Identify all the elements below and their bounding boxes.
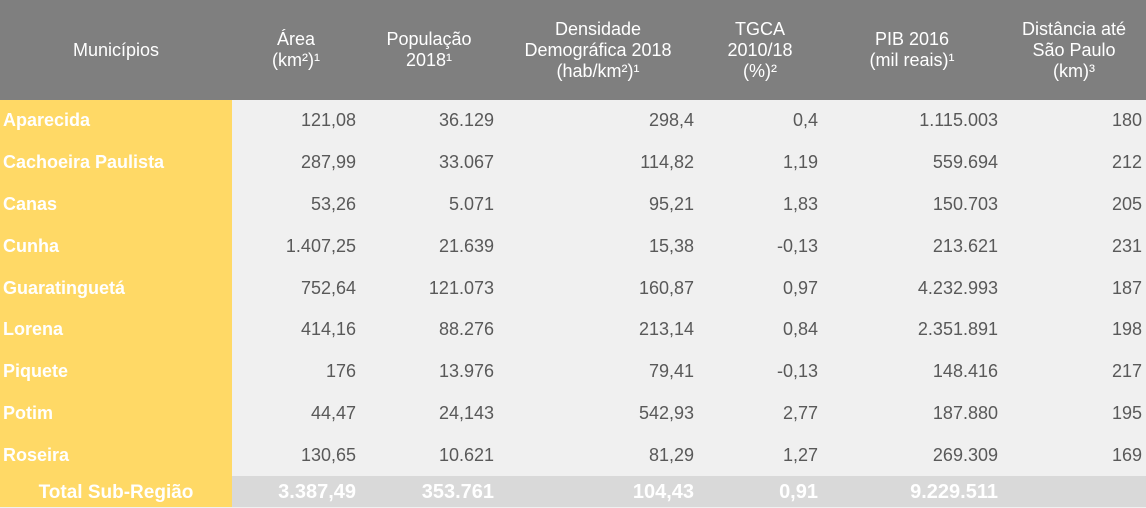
total-pib-cell: 9.229.511 <box>822 476 1002 508</box>
densidade-cell: 542,93 <box>498 392 698 435</box>
table-row: Canas 53,26 5.071 95,21 1,83 150.703 205 <box>0 183 1146 226</box>
pib-cell: 269.309 <box>822 434 1002 477</box>
populacao-cell: 10.621 <box>360 434 498 477</box>
densidade-cell: 95,21 <box>498 183 698 226</box>
municipio-name: Cachoeira Paulista <box>0 141 232 184</box>
tgca-cell: 0,4 <box>698 100 822 142</box>
municipio-name: Guaratinguetá <box>0 267 232 309</box>
pib-cell: 150.703 <box>822 183 1002 226</box>
tgca-cell: 0,97 <box>698 267 822 309</box>
header-area: Área (km²)¹ <box>272 29 320 70</box>
distancia-cell: 231 <box>1002 225 1146 268</box>
populacao-cell: 5.071 <box>360 183 498 226</box>
populacao-cell: 33.067 <box>360 141 498 184</box>
densidade-cell: 15,38 <box>498 225 698 268</box>
populacao-cell: 88.276 <box>360 308 498 351</box>
total-area-cell: 3.387,49 <box>232 476 360 508</box>
tgca-cell: 1,83 <box>698 183 822 226</box>
area-cell: 1.407,25 <box>232 225 360 268</box>
populacao-cell: 36.129 <box>360 100 498 142</box>
pib-cell: 559.694 <box>822 141 1002 184</box>
densidade-cell: 114,82 <box>498 141 698 184</box>
header-row: Municípios Área (km²)¹ População 2018¹ D… <box>0 0 1146 100</box>
tgca-cell: 1,19 <box>698 141 822 184</box>
table-row: Guaratinguetá 752,64 121.073 160,87 0,97… <box>0 267 1146 309</box>
table-header: Municípios Área (km²)¹ População 2018¹ D… <box>0 0 1146 100</box>
densidade-cell: 81,29 <box>498 434 698 477</box>
pib-cell: 4.232.993 <box>822 267 1002 309</box>
pib-cell: 2.351.891 <box>822 308 1002 351</box>
table-body: Aparecida 121,08 36.129 298,4 0,4 1.115.… <box>0 100 1146 477</box>
distancia-cell: 205 <box>1002 183 1146 226</box>
densidade-cell: 160,87 <box>498 267 698 309</box>
distancia-cell: 198 <box>1002 308 1146 351</box>
distancia-cell: 217 <box>1002 350 1146 393</box>
header-municipios: Municípios <box>72 39 160 60</box>
densidade-cell: 213,14 <box>498 308 698 351</box>
header-populacao: População 2018¹ <box>386 29 472 70</box>
area-cell: 752,64 <box>232 267 360 309</box>
table-footer: Total Sub-Região 3.387,49 353.761 104,43… <box>0 476 1146 508</box>
pib-cell: 187.880 <box>822 392 1002 435</box>
populacao-cell: 13.976 <box>360 350 498 393</box>
table-row: Aparecida 121,08 36.129 298,4 0,4 1.115.… <box>0 100 1146 142</box>
distancia-cell: 212 <box>1002 141 1146 184</box>
pib-cell: 148.416 <box>822 350 1002 393</box>
populacao-cell: 21.639 <box>360 225 498 268</box>
total-populacao-cell: 353.761 <box>360 476 498 508</box>
total-tgca-cell: 0,91 <box>698 476 822 508</box>
header-distancia: Distância até São Paulo (km)³ <box>1021 18 1127 81</box>
municipio-name: Aparecida <box>0 100 232 142</box>
municipio-name: Lorena <box>0 308 232 351</box>
municipio-name: Cunha <box>0 225 232 268</box>
municipio-name: Potim <box>0 392 232 435</box>
total-densidade-cell: 104,43 <box>498 476 698 508</box>
distancia-cell: 187 <box>1002 267 1146 309</box>
distancia-cell: 180 <box>1002 100 1146 142</box>
populacao-cell: 121.073 <box>360 267 498 309</box>
tgca-cell: -0,13 <box>698 350 822 393</box>
densidade-cell: 79,41 <box>498 350 698 393</box>
total-row: Total Sub-Região 3.387,49 353.761 104,43… <box>0 476 1146 508</box>
table-row: Cunha 1.407,25 21.639 15,38 -0,13 213.62… <box>0 225 1146 268</box>
area-cell: 53,26 <box>232 183 360 226</box>
header-densidade: Densidade Demográfica 2018 (hab/km²)¹ <box>524 18 672 81</box>
densidade-cell: 298,4 <box>498 100 698 142</box>
tgca-cell: 2,77 <box>698 392 822 435</box>
header-tgca: TGCA 2010/18 (%)² <box>727 18 793 81</box>
header-pib: PIB 2016 (mil reais)¹ <box>869 29 955 70</box>
distancia-cell: 169 <box>1002 434 1146 477</box>
municipio-name: Roseira <box>0 434 232 477</box>
area-cell: 176 <box>232 350 360 393</box>
municipio-name: Canas <box>0 183 232 226</box>
tgca-cell: 1,27 <box>698 434 822 477</box>
distancia-cell: 195 <box>1002 392 1146 435</box>
table-row: Piquete 176 13.976 79,41 -0,13 148.416 2… <box>0 350 1146 393</box>
table-row: Lorena 414,16 88.276 213,14 0,84 2.351.8… <box>0 308 1146 351</box>
municipio-name: Piquete <box>0 350 232 393</box>
pib-cell: 1.115.003 <box>822 100 1002 142</box>
area-cell: 287,99 <box>232 141 360 184</box>
area-cell: 121,08 <box>232 100 360 142</box>
total-label: Total Sub-Região <box>0 476 232 508</box>
table-row: Cachoeira Paulista 287,99 33.067 114,82 … <box>0 141 1146 184</box>
area-cell: 44,47 <box>232 392 360 435</box>
table-row: Potim 44,47 24,143 542,93 2,77 187.880 1… <box>0 392 1146 435</box>
tgca-cell: 0,84 <box>698 308 822 351</box>
total-distancia-cell <box>1002 476 1146 508</box>
table-row: Roseira 130,65 10.621 81,29 1,27 269.309… <box>0 434 1146 477</box>
area-cell: 414,16 <box>232 308 360 351</box>
pib-cell: 213.621 <box>822 225 1002 268</box>
area-cell: 130,65 <box>232 434 360 477</box>
tgca-cell: -0,13 <box>698 225 822 268</box>
populacao-cell: 24,143 <box>360 392 498 435</box>
